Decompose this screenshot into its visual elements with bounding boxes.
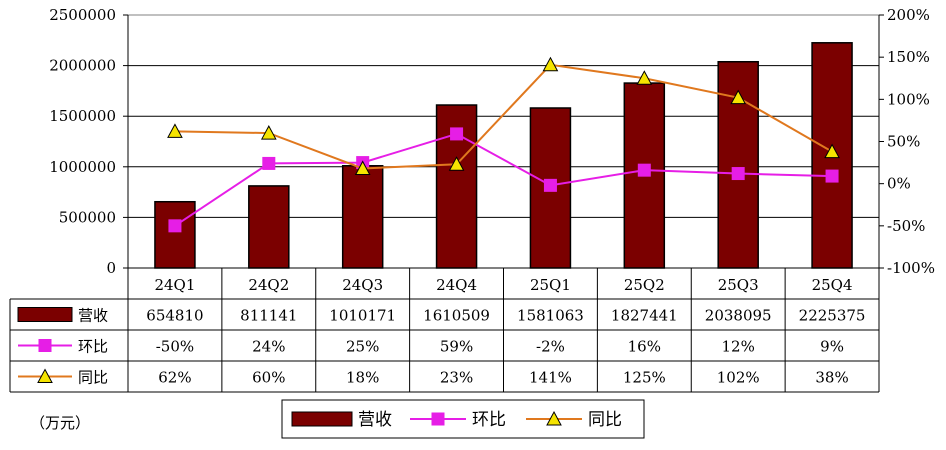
- data-label: 12%: [722, 338, 755, 356]
- legend-key-revenue: [291, 411, 353, 427]
- bar-revenue: [717, 60, 759, 269]
- data-label: 1827441: [611, 307, 678, 325]
- legend: 营收 环比 同比: [281, 399, 645, 439]
- left-tick-label: 0: [106, 259, 116, 277]
- data-label: 102%: [717, 369, 760, 387]
- gridlines: [128, 14, 879, 218]
- data-label: 141%: [529, 369, 572, 387]
- data-label: 23%: [440, 369, 473, 387]
- data-label: 25%: [346, 338, 379, 356]
- point-mom: [450, 127, 464, 141]
- data-label: 59%: [440, 338, 473, 356]
- point-yoy: [167, 123, 183, 138]
- point-yoy: [636, 70, 653, 85]
- point-mom: [825, 169, 839, 183]
- legend-label: 同比: [588, 410, 622, 430]
- left-tick-label: 1000000: [49, 158, 116, 176]
- unit-label: （万元）: [30, 414, 91, 432]
- growth-lines: [167, 56, 840, 233]
- left-axis-ticks: 0 500000 1000000 1500000 2000000 2500000: [49, 6, 128, 277]
- left-tick-label: 1500000: [49, 107, 116, 125]
- data-label: 60%: [252, 369, 285, 387]
- row-header: 同比: [78, 369, 108, 387]
- point-mom: [637, 163, 651, 177]
- right-tick-label: 150%: [887, 48, 930, 66]
- data-label: 1610509: [423, 307, 490, 325]
- point-mom: [731, 167, 745, 181]
- right-tick-label: 0%: [887, 175, 911, 193]
- key-yoy-marker: [37, 368, 53, 383]
- bar-revenue: [154, 200, 196, 269]
- point-yoy: [448, 156, 465, 171]
- point-yoy: [542, 56, 559, 72]
- category-label: 25Q1: [530, 276, 571, 294]
- data-label: -2%: [536, 338, 565, 356]
- data-label: -50%: [156, 338, 194, 356]
- data-label: 9%: [820, 338, 844, 356]
- data-label: 2225375: [799, 307, 866, 325]
- right-tick-label: -100%: [887, 259, 935, 277]
- data-label: 2038095: [705, 307, 772, 325]
- point-mom: [262, 156, 276, 170]
- data-label: 1581063: [517, 307, 584, 325]
- data-table: 24Q1 24Q2 24Q3 24Q4 25Q1 25Q2 25Q3 25Q4 营收 654810…: [9, 267, 880, 393]
- legend-key-yoy-marker: [546, 410, 562, 426]
- category-label: 24Q4: [436, 276, 477, 294]
- point-mom: [543, 178, 557, 192]
- axes: [127, 14, 880, 268]
- legend-label: 环比: [472, 410, 506, 430]
- bar-revenue: [248, 185, 290, 269]
- point-yoy: [730, 89, 747, 105]
- line-yoy: [174, 63, 833, 170]
- legend-label: 营收: [358, 410, 392, 430]
- left-tick-label: 2500000: [49, 6, 116, 24]
- right-axis-ticks: -100% -50% 0% 50% 100% 150% 200%: [879, 6, 935, 277]
- right-tick-label: 50%: [887, 133, 920, 151]
- key-mom-marker: [38, 339, 52, 352]
- data-label: 654810: [146, 307, 203, 325]
- row-header: 营收: [78, 307, 108, 325]
- category-label: 24Q2: [248, 276, 289, 294]
- point-mom: [168, 219, 182, 233]
- revenue-bars: [154, 42, 853, 269]
- category-label: 25Q2: [624, 276, 665, 294]
- point-yoy: [824, 143, 840, 159]
- data-label: 16%: [628, 338, 661, 356]
- point-yoy: [354, 160, 371, 175]
- category-label: 24Q3: [342, 276, 383, 294]
- bar-revenue: [341, 165, 384, 269]
- left-tick-label: 2000000: [49, 57, 116, 75]
- category-label: 25Q3: [718, 276, 759, 294]
- data-label: 811141: [240, 307, 297, 325]
- legend-key-mom-marker: [431, 412, 445, 426]
- category-label: 24Q1: [154, 276, 195, 294]
- row-header: 环比: [78, 338, 108, 356]
- data-label: 24%: [252, 338, 285, 356]
- right-tick-label: 200%: [887, 6, 930, 24]
- left-tick-label: 500000: [59, 208, 116, 226]
- category-label: 25Q4: [812, 276, 853, 294]
- data-label: 1010171: [329, 307, 396, 325]
- key-revenue: [17, 307, 73, 322]
- data-label: 125%: [623, 369, 666, 387]
- data-label: 62%: [158, 369, 191, 387]
- point-yoy: [260, 125, 277, 140]
- data-label: 18%: [346, 369, 379, 387]
- data-label: 38%: [815, 369, 848, 387]
- line-mom: [174, 132, 833, 227]
- right-tick-label: 100%: [887, 90, 930, 108]
- right-tick-label: -50%: [887, 217, 925, 235]
